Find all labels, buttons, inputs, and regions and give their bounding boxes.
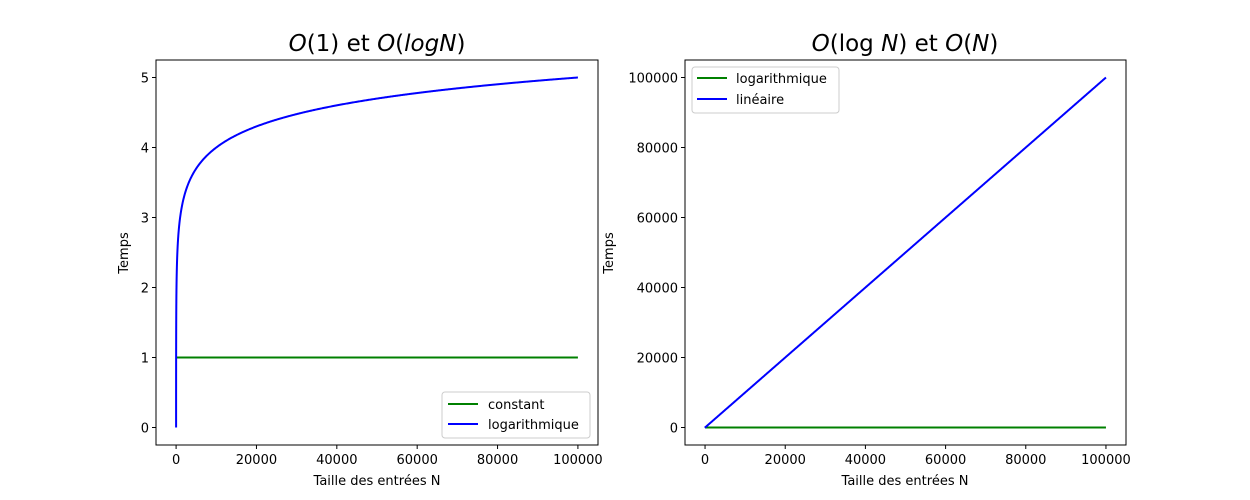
left-y-tick-label: 5 bbox=[141, 72, 149, 87]
left-legend-box bbox=[441, 391, 591, 439]
left-y-tick-label: 1 bbox=[141, 352, 149, 367]
left-y-ticks: 0 1 2 3 4 5 bbox=[141, 72, 156, 437]
right-x-tick-label: 20000 bbox=[765, 453, 806, 468]
left-series-line-logarithmique bbox=[175, 76, 579, 428]
right-y-tick-label: 20000 bbox=[637, 352, 678, 367]
right-y-tick-label: 0 bbox=[670, 422, 678, 437]
right-y-axis-label: Temps bbox=[602, 232, 617, 275]
right-x-tick-label: 0 bbox=[701, 453, 709, 468]
left-x-axis-label: Taille des entrées N bbox=[313, 474, 441, 489]
right-x-ticks: 0 20000 40000 60000 80000 100000 bbox=[701, 445, 1131, 468]
left-x-tick-label: 100000 bbox=[553, 453, 603, 468]
left-x-tick-label: 80000 bbox=[477, 453, 518, 468]
left-x-ticks: 0 20000 40000 60000 80000 100000 bbox=[172, 445, 603, 468]
right-y-tick-label: 60000 bbox=[637, 212, 678, 227]
right-y-ticks: 0 20000 40000 60000 80000 100000 bbox=[628, 72, 685, 437]
right-legend-label-lineaire: linéaire bbox=[736, 93, 784, 108]
left-x-tick-label: 40000 bbox=[316, 453, 357, 468]
left-legend-label-logarithmique: logarithmique bbox=[488, 418, 579, 433]
right-legend-label-logarithmique: logarithmique bbox=[736, 72, 827, 87]
right-subplot: O(log N) et O(N) 0 20000 40000 60000 80000 10… bbox=[602, 31, 1131, 489]
left-y-tick-label: 2 bbox=[141, 282, 149, 297]
right-axes-frame bbox=[684, 59, 1127, 446]
left-legend: constant logarithmique bbox=[441, 391, 591, 439]
left-x-tick-label: 60000 bbox=[397, 453, 438, 468]
right-series-line-lineaire bbox=[704, 76, 1107, 429]
left-plot-lines bbox=[175, 76, 579, 428]
left-y-tick-label: 3 bbox=[141, 212, 149, 227]
right-y-tick-label: 40000 bbox=[637, 282, 678, 297]
right-x-tick-label: 100000 bbox=[1081, 453, 1131, 468]
right-legend-box bbox=[691, 66, 840, 114]
right-y-tick-label: 80000 bbox=[637, 142, 678, 157]
left-subplot: O(1) et O(logN) 0 20000 40000 60000 80000 100… bbox=[117, 31, 603, 489]
right-x-tick-label: 80000 bbox=[1005, 453, 1046, 468]
right-chart-title: O(log N) et O(N) bbox=[812, 31, 999, 57]
right-plot-lines bbox=[704, 76, 1107, 429]
left-x-tick-label: 20000 bbox=[236, 453, 277, 468]
left-chart-title: O(1) et O(logN) bbox=[289, 31, 466, 57]
right-x-tick-label: 60000 bbox=[925, 453, 966, 468]
left-x-tick-label: 0 bbox=[172, 453, 180, 468]
right-x-tick-label: 40000 bbox=[845, 453, 886, 468]
right-legend: logarithmique linéaire bbox=[691, 66, 840, 114]
left-legend-label-constant: constant bbox=[488, 398, 545, 413]
left-y-axis-label: Temps bbox=[117, 232, 132, 275]
left-y-tick-label: 0 bbox=[141, 422, 149, 437]
left-y-tick-label: 4 bbox=[141, 142, 149, 157]
right-y-tick-label: 100000 bbox=[628, 72, 678, 87]
left-axes-frame bbox=[155, 59, 599, 446]
right-x-axis-label: Taille des entrées N bbox=[841, 474, 969, 489]
